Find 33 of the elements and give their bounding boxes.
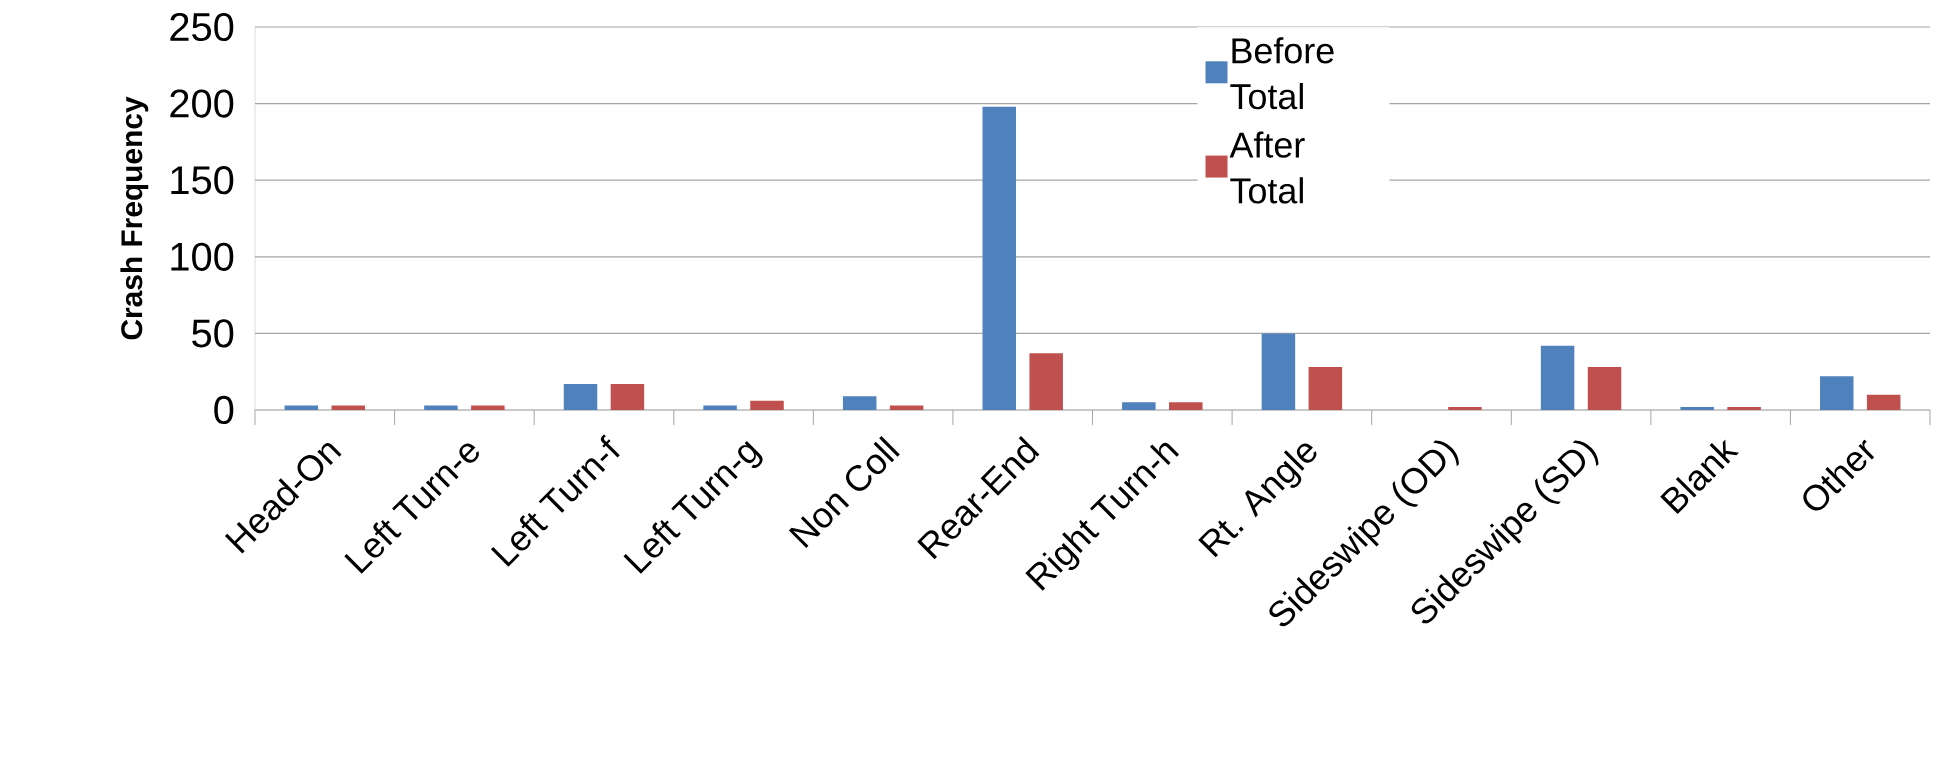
bar — [1820, 376, 1854, 410]
bar — [1680, 406, 1714, 410]
y-tick-label: 250 — [170, 12, 234, 42]
bar — [1308, 367, 1343, 410]
bar — [1261, 333, 1296, 410]
y-tick-label: 0 — [214, 395, 234, 425]
bar — [703, 405, 737, 410]
bar — [842, 396, 877, 410]
y-tick-label: 100 — [171, 242, 234, 271]
bar — [750, 400, 784, 410]
legend-label: Before Total — [1230, 37, 1334, 110]
bar — [610, 383, 645, 410]
bar — [1587, 367, 1622, 410]
bar — [284, 405, 319, 410]
x-tick-label: Non Coll — [788, 436, 900, 548]
y-tick-label: 50 — [192, 319, 234, 348]
legend-label: After Total — [1229, 131, 1305, 204]
bar — [1727, 406, 1761, 410]
bar — [1029, 353, 1063, 410]
bar — [889, 405, 924, 410]
bar — [331, 405, 366, 410]
bar — [1122, 402, 1156, 410]
bar — [1866, 394, 1901, 410]
bar — [1540, 345, 1575, 410]
y-axis-title: Crash Frequency — [120, 96, 149, 340]
bar — [424, 405, 458, 410]
bar — [1169, 402, 1203, 410]
bar — [1448, 406, 1482, 410]
bar — [563, 383, 598, 410]
bar — [471, 405, 505, 410]
y-tick-label: 150 — [171, 166, 234, 195]
bar — [982, 106, 1017, 410]
y-tick-label: 200 — [170, 89, 234, 118]
